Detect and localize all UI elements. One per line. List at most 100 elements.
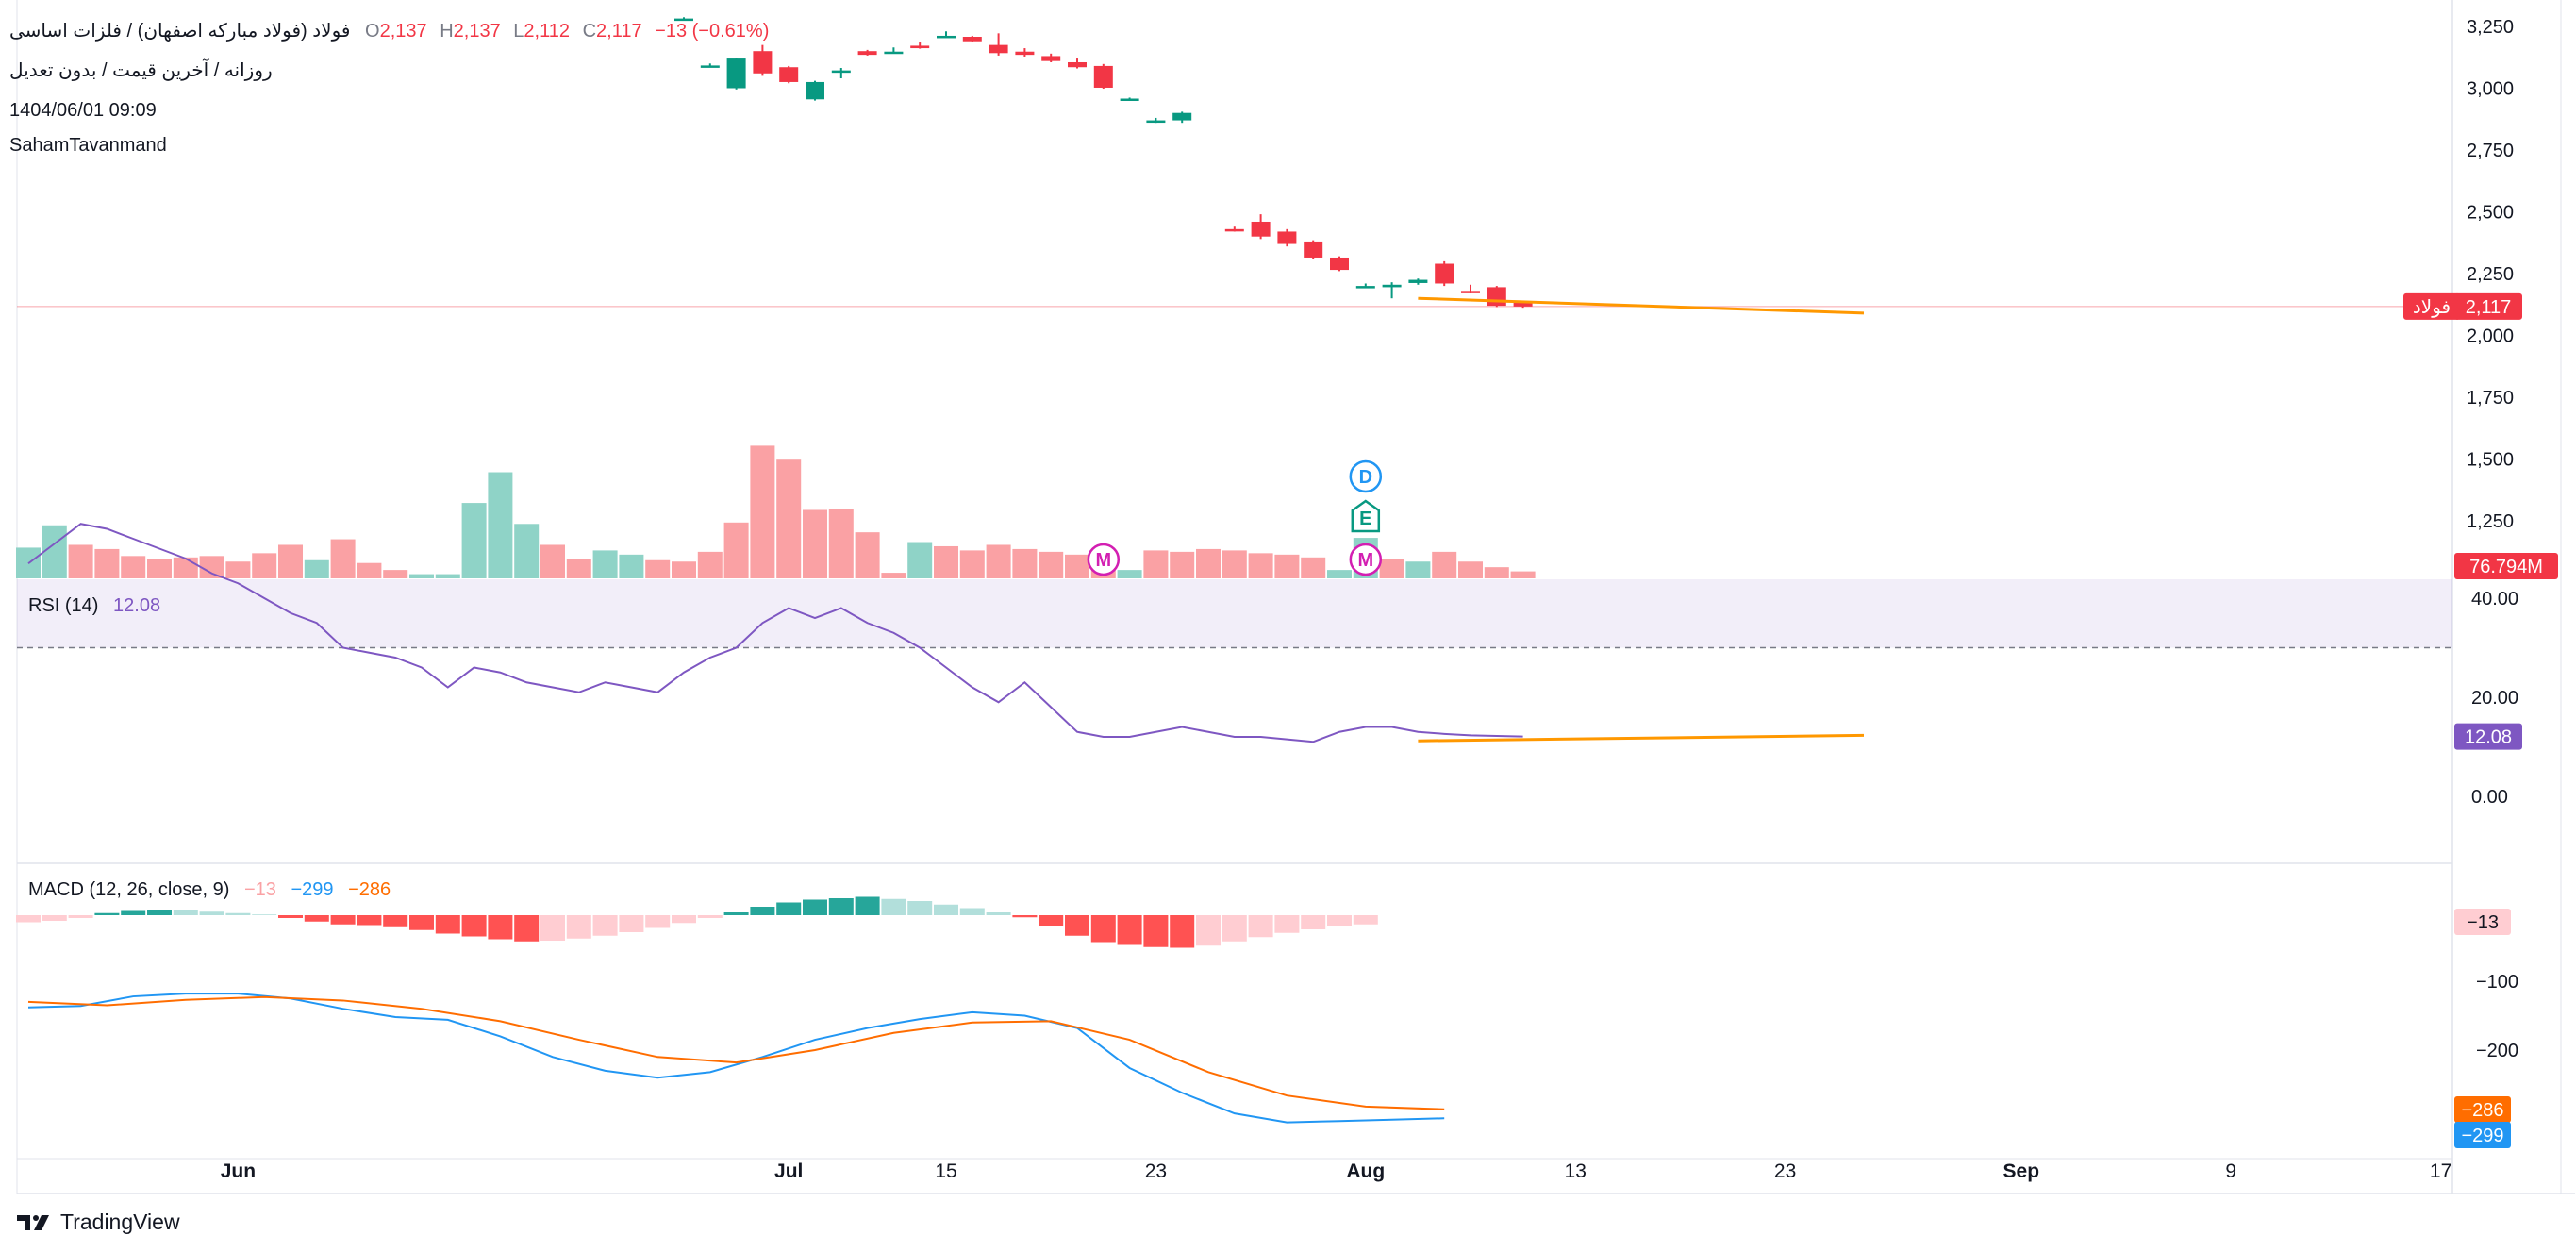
- volume-bar: [566, 559, 591, 578]
- macd-histogram-bar: [42, 915, 67, 921]
- ohlc-close-label: C: [582, 21, 597, 42]
- volume-bar: [1039, 551, 1064, 578]
- time-tick-label: Jun: [221, 1160, 256, 1182]
- symbol-badge: [2403, 292, 2460, 320]
- time-tick-label: 23: [1774, 1160, 1796, 1182]
- macd-name: MACD (12, 26, close, 9): [28, 879, 230, 900]
- rsi-tick-label: 0.00: [2471, 787, 2508, 808]
- time-tick-label: 23: [1145, 1160, 1167, 1182]
- candle-body: [1487, 287, 1506, 307]
- macd-histogram-bar: [1301, 915, 1326, 929]
- candle-body: [700, 65, 720, 68]
- macd-tick-label: −200: [2476, 1041, 2518, 1061]
- time-tick-label: Jul: [774, 1160, 803, 1182]
- ohlc-high: 2,137: [453, 21, 501, 42]
- candle-body: [726, 58, 746, 89]
- candle-body: [1277, 231, 1297, 244]
- macd-histogram-bar: [357, 915, 382, 926]
- macd-histogram-bar: [121, 910, 146, 915]
- macd-histogram-bar: [278, 915, 303, 918]
- volume-bar: [723, 522, 749, 578]
- volume-bar: [986, 544, 1011, 578]
- macd-histogram-bar: [173, 910, 198, 915]
- volume-bar: [357, 562, 382, 578]
- macd-value: −299: [291, 879, 334, 900]
- rsi-legend[interactable]: RSI (14) 12.08: [28, 595, 160, 617]
- price-tick-label: 2,750: [2467, 141, 2514, 161]
- price-tick-label: 3,250: [2467, 17, 2514, 38]
- macd-histogram-bar: [697, 915, 723, 918]
- macd-histogram-bar: [1143, 915, 1169, 947]
- ohlc-low: 2,112: [524, 21, 570, 42]
- price-tick-label: 1,500: [2467, 450, 2514, 471]
- macd-histogram-bar: [645, 915, 671, 928]
- price-tick-label: 1,250: [2467, 511, 2514, 532]
- macd-histogram-bar: [1039, 915, 1064, 926]
- time-tick-label: 15: [935, 1160, 956, 1182]
- time-tick-label: Sep: [2003, 1160, 2040, 1182]
- volume-bar: [461, 503, 487, 578]
- volume-bar: [1327, 570, 1352, 578]
- volume-bar: [934, 545, 958, 578]
- author-text: SahamTavanmand: [9, 135, 167, 156]
- macd-histogram-bar: [409, 915, 434, 930]
- volume-bar: [645, 559, 671, 578]
- candle-body: [1172, 112, 1192, 121]
- macd-legend[interactable]: MACD (12, 26, close, 9) −13 −299 −286: [28, 879, 391, 901]
- time-tick-label: Aug: [1346, 1160, 1385, 1182]
- macd-histogram-bar: [566, 915, 591, 939]
- candle-body: [1330, 257, 1349, 271]
- volume-bar: [330, 539, 356, 578]
- ohlc-open-label: O: [365, 21, 380, 42]
- volume-bar: [1248, 553, 1273, 578]
- volume-bar: [94, 548, 120, 578]
- macd-histogram-bar: [435, 915, 460, 934]
- volume-bar: [1274, 554, 1300, 578]
- volume-bar: [1196, 548, 1221, 578]
- candle-body: [1382, 284, 1402, 288]
- price-tick-label: 1,750: [2467, 388, 2514, 409]
- macd-histogram-bar: [147, 910, 172, 915]
- candle-body: [806, 81, 824, 100]
- tradingview-logo[interactable]: TradingView: [17, 1210, 180, 1235]
- candle-body: [1120, 98, 1139, 102]
- candle-body: [1146, 120, 1166, 124]
- macd-line-badge-text: −299: [2461, 1126, 2503, 1146]
- symbol-title[interactable]: فولاد (فولاد مبارکه اصفهان) / فلزات اساس…: [9, 21, 351, 42]
- macd-histogram-bar: [540, 915, 565, 941]
- event-letter: M: [1095, 550, 1111, 571]
- symbol-legend: فولاد (فولاد مبارکه اصفهان) / فلزات اساس…: [9, 19, 769, 43]
- volume-bar: [881, 573, 906, 578]
- macd-histogram-bar: [94, 912, 120, 915]
- interval-legend: روزانه / آخرین قیمت / بدون تعدیل: [9, 60, 273, 81]
- volume-bar: [252, 553, 277, 578]
- volume-bar: [1484, 567, 1509, 578]
- macd-histogram-bar: [304, 915, 329, 922]
- candle-body: [753, 51, 773, 74]
- volume-bar: [435, 574, 460, 578]
- macd-signal-value: −286: [348, 879, 391, 900]
- volume-bar: [1012, 548, 1038, 578]
- volume-bar: [619, 554, 644, 578]
- last-price-badge: [2454, 292, 2522, 320]
- candle-body: [1461, 291, 1480, 293]
- volume-bar: [278, 544, 303, 578]
- macd-histogram-bar: [383, 915, 408, 927]
- macd-histogram-bar: [855, 896, 880, 915]
- macd-histogram-bar: [1327, 915, 1352, 926]
- candle-body: [1041, 56, 1061, 61]
- macd-histogram-bar: [68, 915, 93, 918]
- macd-hist-badge: [2454, 909, 2511, 935]
- volume-bar: [304, 559, 329, 578]
- volume-bar: [1170, 551, 1195, 578]
- macd-histogram-bar: [225, 912, 251, 915]
- ohlc-high-label: H: [440, 21, 454, 42]
- volume-bar: [592, 550, 618, 578]
- rsi-badge: [2454, 723, 2522, 750]
- volume-bar: [1117, 570, 1142, 578]
- datetime-text: 1404/06/01 09:09: [9, 100, 157, 121]
- volume-bar: [907, 542, 933, 578]
- volume-bar: [750, 445, 775, 578]
- rsi-badge-text: 12.08: [2465, 727, 2512, 748]
